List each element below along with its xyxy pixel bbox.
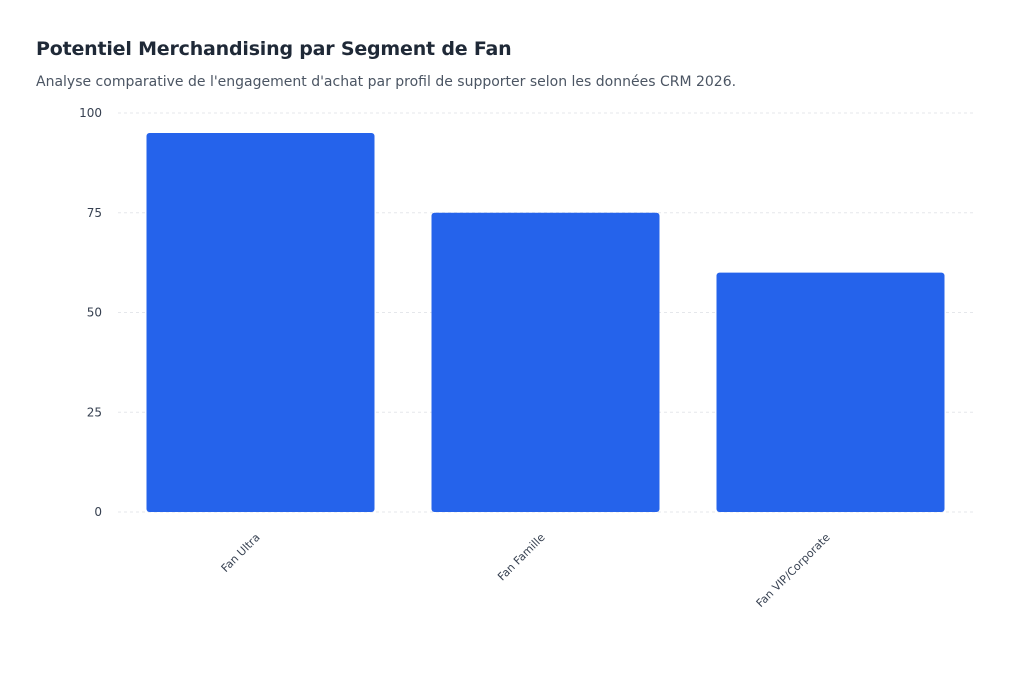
x-axis-labels: Fan Ultra Fan Famille Fan VIP/Corporate xyxy=(219,531,833,610)
bar[interactable] xyxy=(431,212,660,512)
y-tick-label: 100 xyxy=(79,106,102,120)
y-tick-label: 0 xyxy=(94,505,102,519)
y-tick-label: 50 xyxy=(87,306,102,320)
x-tick-label: Fan VIP/Corporate xyxy=(754,531,833,610)
x-tick-label: Fan Ultra xyxy=(219,531,263,575)
bar[interactable] xyxy=(146,132,375,512)
bar[interactable] xyxy=(716,272,945,512)
y-tick-label: 75 xyxy=(87,206,102,220)
chart-header: Potentiel Merchandising par Segment de F… xyxy=(36,38,736,90)
x-tick-label: Fan Famille xyxy=(495,531,548,584)
y-tick-label: 25 xyxy=(87,405,102,419)
bars xyxy=(146,132,945,512)
y-axis-ticks: 0 25 50 75 100 xyxy=(79,106,102,519)
chart-title: Potentiel Merchandising par Segment de F… xyxy=(36,38,512,60)
chart-subtitle: Analyse comparative de l'engagement d'ac… xyxy=(36,74,737,90)
